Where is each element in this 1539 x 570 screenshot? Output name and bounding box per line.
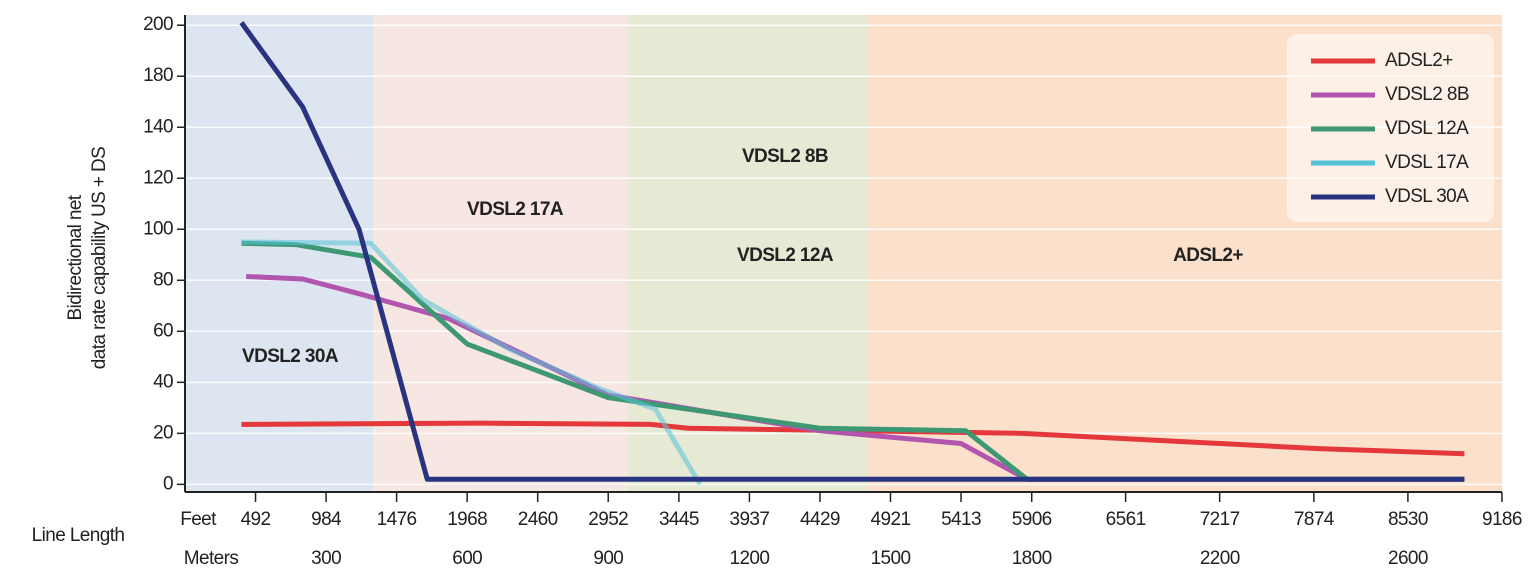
y-tick-label: 200 [143,14,173,35]
x2-tick-label: 9186 [1482,509,1522,530]
x2-tick-label: 7217 [1200,509,1240,530]
zone-band [373,15,628,492]
x2-tick-label: 5906 [1012,509,1052,530]
series-line [241,240,1465,482]
legend-label: VDSL 12A [1385,118,1469,139]
x-tick-label: 300 [311,548,341,569]
y-tick-label: 40 [153,371,173,392]
y-axis-label: Bidirectional net data rate capability U… [65,147,110,369]
x2-tick-label: 1968 [447,509,487,530]
x-axis-label: Line Length [32,525,125,546]
x-tick-label: 600 [452,548,482,569]
y-tick-label: 180 [143,65,173,86]
zone-label: ADSL2+ [1173,245,1243,266]
zone-label: VDSL2 8B [742,146,828,167]
y-axis-label-line: data rate capability US + DS [89,147,110,369]
x2-tick-label: 3445 [659,509,699,530]
y-tick-label: 80 [153,269,173,290]
x2-tick-label: 984 [311,509,342,530]
x2-tick-label: 492 [241,509,271,530]
x2-tick-label: 7874 [1294,509,1335,530]
legend: ADSL2+ VDSL2 8B VDSL 12A VDSL 17A VDSL 30A [1287,34,1494,222]
legend-label: ADSL2+ [1385,50,1453,71]
zone-label: VDSL2 17A [467,199,564,220]
x2-tick-label: 2952 [588,509,628,530]
legend-label: VDSL 30A [1385,186,1469,207]
y-tick-label: 20 [153,422,173,443]
meters-label: Meters [184,548,239,569]
x2-tick-label: 2460 [518,509,558,530]
series-line [239,21,1465,482]
x-tick-label: 900 [593,548,623,569]
x-tick-label: 1500 [871,548,911,569]
y-tick-label: 140 [143,116,173,137]
y-tick-label: 120 [143,167,173,188]
x2-tick-label: 4921 [871,509,911,530]
x2-tick-label: 6561 [1106,509,1146,530]
zone-label: VDSL2 30A [242,346,339,367]
legend-label: VDSL2 8B [1385,84,1469,105]
x2-tick-label: 3937 [729,509,769,530]
y-tick-label: 60 [153,320,173,341]
zone-label: VDSL2 12A [737,245,834,266]
x-tick-label: 1200 [729,548,769,569]
legend-box [1287,34,1494,222]
x2-tick-label: 1476 [377,509,417,530]
feet-label: Feet [180,509,217,530]
x2-tick-label: 5413 [941,509,981,530]
y-tick-label: 0 [163,473,173,494]
legend-label: VDSL 17A [1385,152,1469,173]
x2-tick-label: 4429 [800,509,840,530]
series-line [241,239,703,486]
x-tick-label: 1800 [1012,548,1052,569]
zone-band [627,15,868,492]
x-tick-label: 2200 [1200,548,1240,569]
x-tick-label: 2600 [1388,548,1428,569]
x2-tick-label: 8530 [1388,509,1428,530]
y-axis-label-line: Bidirectional net [65,194,86,320]
y-tick-label: 100 [143,218,173,239]
